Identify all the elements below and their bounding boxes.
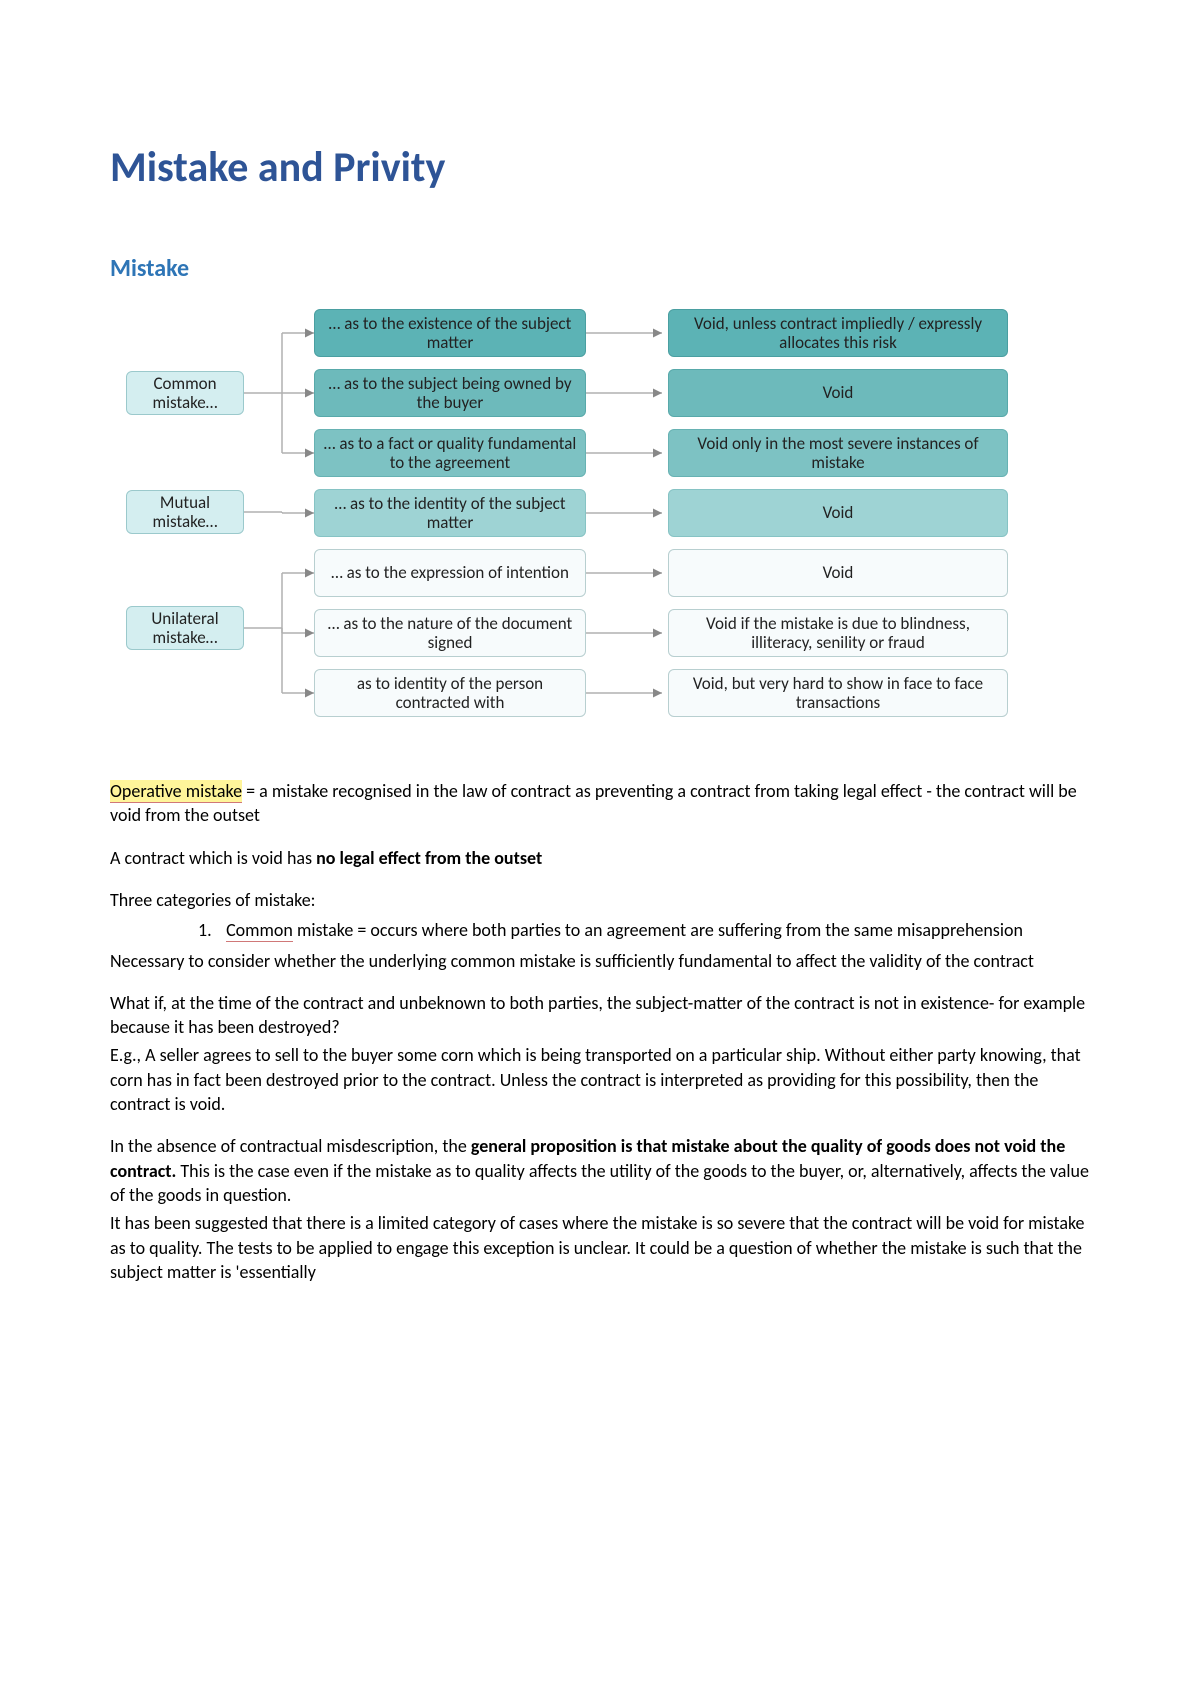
diagram-condition-box: … as to the nature of the document signe… [314, 609, 586, 657]
body-text: E.g., A seller agrees to sell to the buy… [110, 1043, 1090, 1116]
diagram-condition-box: … as to the identity of the subject matt… [314, 489, 586, 537]
paragraph: A contract which is void has no legal ef… [110, 846, 1090, 870]
diagram-result-box: Void [668, 369, 1008, 417]
page-title: Mistake and Privity [110, 140, 1090, 197]
list-item: 1. Common mistake = occurs where both pa… [110, 918, 1090, 942]
paragraph: What if, at the time of the contract and… [110, 991, 1090, 1116]
underlined-term: Common [226, 919, 293, 942]
body-text: In the absence of contractual misdescrip… [110, 1135, 471, 1157]
diagram-condition-box: … as to the subject being owned by the b… [314, 369, 586, 417]
section-heading: Mistake [110, 253, 1090, 285]
diagram-result-box: Void only in the most severe instances o… [668, 429, 1008, 477]
diagram-condition-box: as to identity of the person contracted … [314, 669, 586, 717]
body-text: This is the case even if the mistake as … [110, 1160, 1089, 1206]
body-text: It has been suggested that there is a li… [110, 1211, 1090, 1284]
diagram-result-box: Void [668, 549, 1008, 597]
list-number: 1. [198, 918, 222, 942]
body-text: = a mistake recognised in the law of con… [110, 780, 1077, 826]
body-text: mistake = occurs where both parties to a… [293, 919, 1023, 941]
diagram-result-box: Void, but very hard to show in face to f… [668, 669, 1008, 717]
diagram-result-box: Void if the mistake is due to blindness,… [668, 609, 1008, 657]
mistake-diagram: Common mistake… Mutual mistake… Unilateral… [110, 309, 1070, 739]
diagram-category-box: Unilateral mistake… [126, 606, 244, 650]
body-text: What if, at the time of the contract and… [110, 991, 1090, 1040]
body-text: Three categories of mistake: [110, 888, 1090, 912]
highlighted-term: Operative mistake [110, 780, 242, 803]
diagram-condition-box: … as to a fact or quality fundamental to… [314, 429, 586, 477]
diagram-condition-box: … as to the expression of intention [314, 549, 586, 597]
body-text-bold: no legal effect from the outset [316, 847, 542, 869]
diagram-result-box: Void [668, 489, 1008, 537]
diagram-category-box: Common mistake… [126, 371, 244, 415]
diagram-result-box: Void, unless contract impliedly / expres… [668, 309, 1008, 357]
diagram-category-box: Mutual mistake… [126, 490, 244, 534]
body-text: A contract which is void has [110, 847, 316, 869]
body-text: Necessary to consider whether the underl… [110, 949, 1090, 973]
paragraph: In the absence of contractual misdescrip… [110, 1134, 1090, 1284]
paragraph: Three categories of mistake: 1. Common m… [110, 888, 1090, 973]
paragraph: Operative mistake = a mistake recognised… [110, 779, 1090, 828]
diagram-condition-box: … as to the existence of the subject mat… [314, 309, 586, 357]
